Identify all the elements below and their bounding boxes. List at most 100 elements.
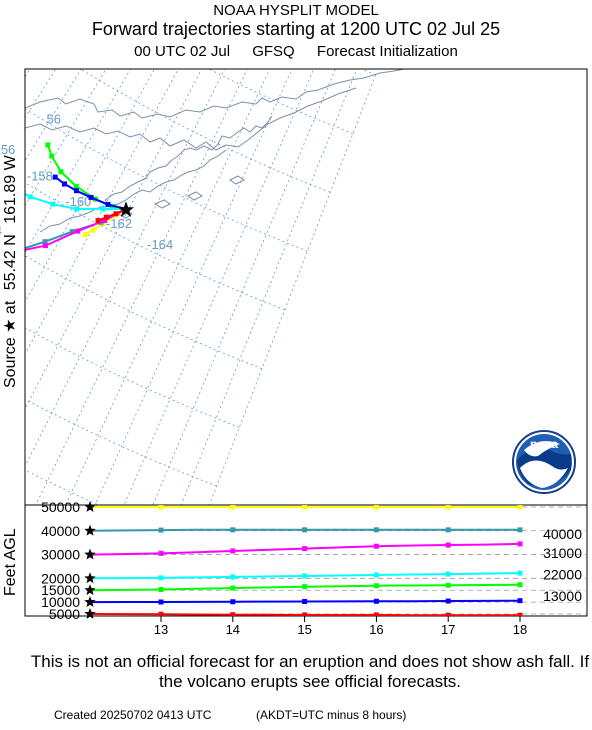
- latitude-label: 56: [47, 111, 61, 126]
- meteo-model: GFSQ: [252, 43, 295, 60]
- trajectory-point: [74, 206, 80, 212]
- height-series-point: [445, 571, 451, 577]
- meteo-line: 00 UTC 02 Jul GFSQ Forecast Initializati…: [0, 43, 592, 60]
- height-series-point: [445, 582, 451, 588]
- height-series-point: [230, 612, 236, 616]
- disclaimer-text: This is not an official forecast for an …: [30, 652, 590, 691]
- height-series-point: [158, 575, 164, 581]
- height-start-star: [84, 608, 96, 619]
- trajectory-point: [49, 153, 55, 159]
- trajectory-point: [100, 206, 106, 212]
- trajectory-point: [73, 183, 79, 189]
- height-series-point: [373, 583, 379, 589]
- height-start-star: [84, 596, 96, 607]
- height-series-point: [302, 573, 308, 579]
- trajectory-point: [113, 211, 119, 217]
- height-series-point: [445, 505, 451, 510]
- height-series-point: [230, 505, 236, 510]
- height-start-stars: [84, 501, 96, 619]
- coastline: [25, 69, 405, 233]
- height-series-point: [373, 598, 379, 604]
- height-series-point: [302, 546, 308, 552]
- trajectory-point: [58, 169, 64, 175]
- height-series-point: [158, 599, 164, 605]
- height-series-point: [302, 584, 308, 590]
- height-series-point: [373, 612, 379, 616]
- longitude-line: [25, 69, 131, 254]
- created-timestamp: Created 20250702 0413 UTC: [54, 708, 212, 722]
- longitude-label: -158: [27, 169, 53, 184]
- height-right-label: 13000: [543, 588, 582, 604]
- meteo-time: 00 UTC 02 Jul: [134, 43, 231, 60]
- height-series-point: [373, 543, 379, 549]
- source-label: Source ★ at 55.42 N 161.89 W: [2, 154, 19, 388]
- height-series-point: [230, 527, 236, 533]
- height-start-star: [84, 584, 96, 596]
- trajectory-point: [82, 231, 88, 237]
- trajectory-point: [102, 218, 108, 224]
- latitude-label: 54: [0, 223, 2, 238]
- trajectory-point: [42, 239, 48, 245]
- height-series-line: [89, 613, 520, 616]
- height-series-point: [517, 527, 523, 533]
- grid-labels: -164-162-160-158-156-154-152-150-1485654…: [0, 111, 173, 252]
- source-label-prefix: Source ★ at: [2, 300, 19, 388]
- height-right-label: 31000: [543, 545, 582, 561]
- trajectory-point: [109, 204, 115, 210]
- source-marker: [117, 201, 135, 218]
- height-right-label: 40000: [543, 526, 582, 542]
- longitude-line: [25, 69, 179, 355]
- longitude-label: -160: [65, 194, 91, 209]
- longitude-line: [152, 69, 336, 505]
- trajectory-point: [27, 194, 33, 200]
- height-series-point: [158, 587, 164, 593]
- height-series-line: [89, 542, 521, 556]
- trajectory-point: [75, 228, 81, 234]
- height-y-tick-label: 40000: [41, 523, 80, 539]
- height-x-ticks: 13 14 15 16 17 18: [154, 616, 527, 637]
- height-series-point: [517, 541, 523, 547]
- trajectory-point: [88, 194, 94, 200]
- height-series-point: [517, 570, 523, 576]
- height-series-line: [89, 528, 520, 532]
- height-series-point: [302, 599, 308, 605]
- meteo-desc: Forecast Initialization: [316, 43, 458, 60]
- akdt-note: (AKDT=UTC minus 8 hours): [256, 708, 407, 722]
- height-y-tick-label: 30000: [41, 547, 80, 563]
- source-lon: 161.89 W: [2, 154, 19, 223]
- trajectory-line: [97, 208, 127, 222]
- height-series-point: [517, 505, 523, 510]
- latitude-line: [25, 108, 308, 252]
- height-series-point: [230, 548, 236, 554]
- height-series-point: [373, 572, 379, 578]
- height-x-tick-label: 17: [441, 622, 455, 637]
- height-series-point: [445, 612, 451, 616]
- height-gridlines: [90, 506, 586, 615]
- trajectory-layer: [25, 142, 127, 251]
- height-series-line: [89, 572, 521, 580]
- noaa-logo-text: noaa: [530, 437, 558, 451]
- height-series-point: [517, 582, 523, 588]
- longitude-line: [65, 69, 271, 505]
- longitude-line: [25, 69, 203, 410]
- height-start-star: [84, 524, 96, 536]
- longitude-line: [208, 74, 377, 505]
- height-start-star: [84, 548, 96, 560]
- trajectory-point: [90, 227, 96, 233]
- trajectory-line: [25, 208, 127, 251]
- height-series: [89, 505, 523, 616]
- height-axis-label: Feet AGL: [2, 528, 19, 596]
- height-y-tick-label: 15000: [41, 582, 80, 598]
- height-series-point: [445, 542, 451, 548]
- latitude-line: [25, 255, 263, 369]
- height-series-point: [373, 527, 379, 533]
- height-series-point: [445, 527, 451, 533]
- height-series-point: [158, 611, 164, 616]
- trajectory-point: [50, 201, 56, 207]
- trajectory-point: [52, 174, 58, 180]
- longitude-label: -164: [147, 237, 173, 252]
- height-start-star: [84, 572, 96, 584]
- height-series-point: [230, 574, 236, 580]
- longitude-line: [180, 69, 358, 505]
